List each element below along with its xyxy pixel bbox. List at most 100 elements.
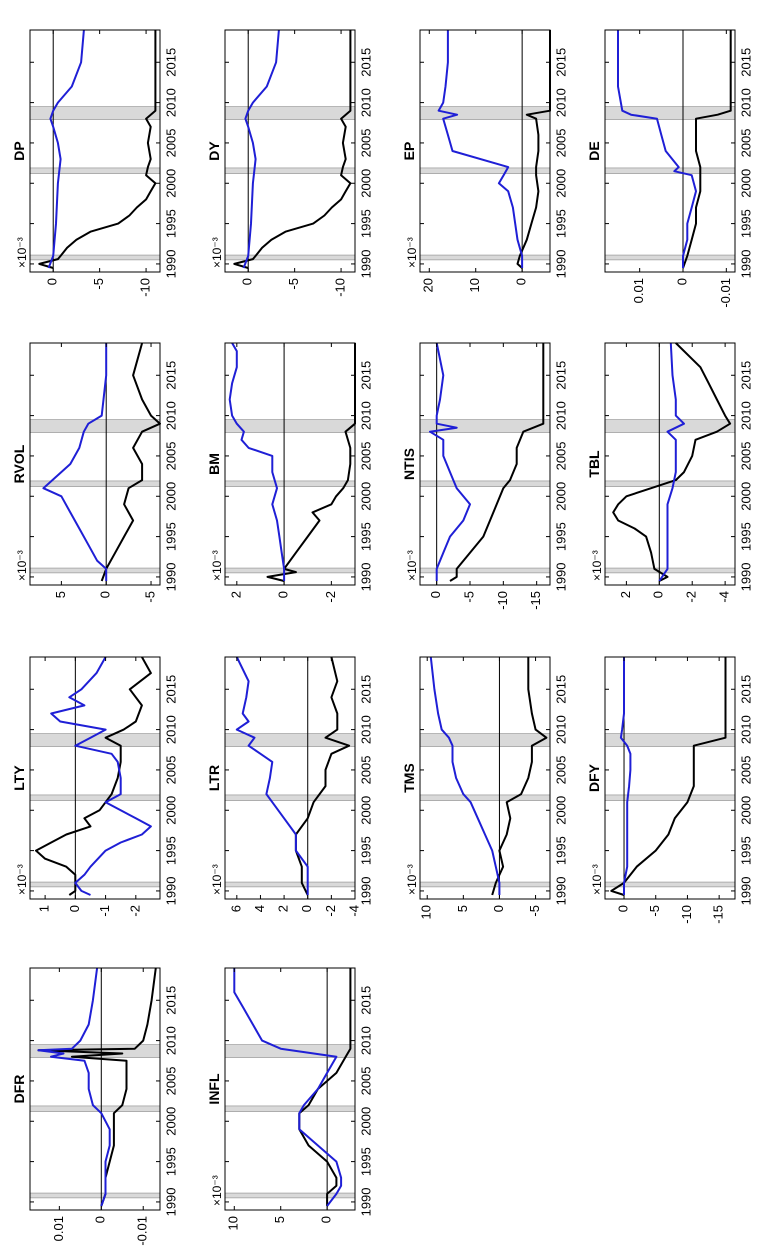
y-tick-label: -5 [527, 905, 542, 917]
panel-title: TBL [586, 450, 602, 478]
x-tick-label: 2000 [554, 796, 569, 825]
y-tick-label: -0.01 [135, 1216, 150, 1246]
shaded-period-2 [419, 167, 551, 174]
y-tick-label: 2 [228, 591, 243, 598]
scale-factor-label: ×10⁻³ [15, 864, 29, 895]
x-tick-label: 1990 [164, 562, 179, 591]
panel-frame [419, 29, 551, 273]
panel-de: 1990 1995 2000 2005 2010 2015 0.01 0 -0.01 DE [586, 29, 754, 308]
x-tick-label: 2000 [164, 796, 179, 825]
blue-series-line [42, 343, 108, 581]
x-tick-label: 1990 [554, 249, 569, 278]
y-tick-label: -2 [127, 905, 142, 917]
panel-title: EP [401, 142, 417, 161]
black-series-line [37, 967, 157, 1207]
plot-area [420, 343, 550, 585]
panel-frame [29, 29, 161, 273]
plot-area [605, 343, 735, 585]
blue-series-line [658, 342, 685, 582]
x-tick-label: 1995 [359, 1147, 374, 1176]
shaded-period-3 [29, 419, 161, 433]
x-tick-label: 2015 [164, 48, 179, 77]
x-tick-label: 1990 [739, 249, 754, 278]
x-tick-label: 1995 [359, 836, 374, 865]
y-tick-label: 0 [514, 278, 529, 285]
y-tick-label: 0 [319, 1216, 334, 1223]
panel-rvol: 1990 1995 2000 2005 2010 2015 5 0 -5 RVOL ×10⁻³ [11, 342, 179, 603]
scale-factor-label: ×10⁻³ [405, 550, 419, 581]
panel-title: DFR [11, 1075, 27, 1104]
x-tick-label: 2005 [554, 755, 569, 784]
plot-area [30, 30, 160, 272]
panel-frame [604, 656, 736, 900]
scale-factor-label: ×10⁻³ [15, 550, 29, 581]
blue-series-line [228, 342, 286, 581]
x-tick-label: 2005 [359, 128, 374, 157]
y-tick-label: -0.01 [718, 278, 733, 308]
shaded-period-2 [224, 167, 356, 174]
shaded-period-1 [224, 254, 356, 261]
y-tick-label: 0.01 [51, 1216, 66, 1241]
x-tick-label: 1990 [164, 1187, 179, 1216]
y-tick-label: -10 [138, 278, 153, 297]
panel-bm: 1990 1995 2000 2005 2010 2015 2 0 -2 BM ×10⁻³ [206, 342, 374, 603]
black-series-line [233, 30, 352, 269]
y-tick-label: -2 [323, 905, 338, 917]
x-tick-label: 1995 [164, 836, 179, 865]
x-tick-label: 2005 [164, 128, 179, 157]
y-tick-label: 10 [226, 1216, 241, 1230]
blue-series-line [429, 656, 501, 895]
x-tick-label: 2000 [359, 796, 374, 825]
shaded-period-1 [29, 254, 161, 261]
blue-series-line [233, 968, 343, 1207]
y-tick-label: -10 [495, 591, 510, 610]
panel-ntis: 1990 1995 2000 2005 2010 2015 0 -5 -10 -15 NTIS ×10… [401, 342, 569, 610]
shaded-period-2 [224, 1105, 356, 1112]
y-tick-label: -15 [528, 591, 543, 610]
y-tick-label: 0 [674, 278, 689, 285]
scale-factor-label: ×10⁻³ [590, 550, 604, 581]
y-tick-label: -4 [346, 905, 361, 917]
x-tick-label: 2010 [164, 715, 179, 744]
x-tick-label: 2005 [739, 755, 754, 784]
x-tick-label: 2000 [359, 482, 374, 511]
x-tick-label: 1995 [739, 209, 754, 238]
panel-frame [29, 967, 161, 1211]
panel-infl: 1990 1995 2000 2005 2010 2015 10 5 0 INFL ×10⁻³ [206, 967, 374, 1230]
y-tick-label: 5 [53, 591, 68, 598]
y-tick-label: 0 [651, 591, 666, 598]
x-tick-label: 2005 [739, 441, 754, 470]
y-tick-label: -4 [717, 591, 732, 603]
x-tick-label: 1995 [359, 209, 374, 238]
shaded-period-3 [419, 733, 551, 747]
x-tick-label: 2015 [359, 675, 374, 704]
x-tick-label: 2010 [739, 715, 754, 744]
panel-dfr: 1990 1995 2000 2005 2010 2015 0.01 0 -0.01 DFR [11, 967, 179, 1246]
x-tick-label: 2015 [554, 361, 569, 390]
panel-title: RVOL [11, 444, 27, 483]
x-tick-label: 2015 [359, 986, 374, 1015]
x-tick-label: 2005 [359, 1066, 374, 1095]
x-tick-label: 1990 [554, 562, 569, 591]
x-tick-label: 2010 [359, 401, 374, 430]
panel-tbl: 1990 1995 2000 2005 2010 2015 2 0 -2 -4 TBL ×10⁻³ [586, 342, 754, 603]
y-tick-label: -5 [142, 591, 157, 603]
y-tick-label: 2 [276, 905, 291, 912]
black-series-line [610, 657, 727, 896]
black-series-line [491, 657, 548, 896]
y-tick-label: 0 [67, 905, 82, 912]
x-tick-label: 2000 [164, 1107, 179, 1136]
y-tick-label: 20 [421, 278, 436, 292]
x-tick-label: 1990 [739, 876, 754, 905]
y-tick-label: 0 [491, 905, 506, 912]
y-tick-label: 5 [272, 1216, 287, 1223]
y-tick-label: -5 [286, 278, 301, 290]
x-tick-label: 2010 [164, 1026, 179, 1055]
blue-series-line [50, 656, 152, 896]
y-tick-label: 5 [455, 905, 470, 912]
x-tick-label: 2015 [164, 361, 179, 390]
panel-title: INFL [206, 1073, 222, 1105]
x-tick-label: 1995 [164, 1147, 179, 1176]
x-tick-label: 2010 [554, 88, 569, 117]
scale-factor-label: ×10⁻³ [590, 864, 604, 895]
